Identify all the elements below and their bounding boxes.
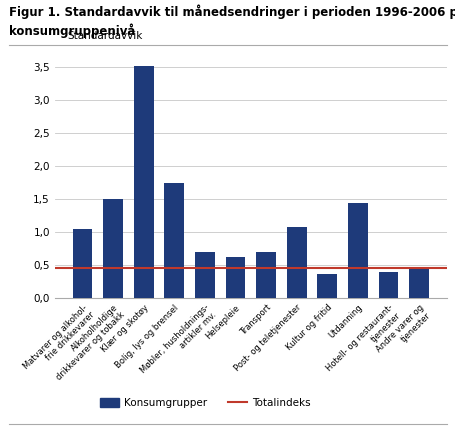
Bar <box>164 183 184 298</box>
Text: Standardavvik: Standardavvik <box>67 31 142 40</box>
Legend: Konsumgrupper, Totalindeks: Konsumgrupper, Totalindeks <box>96 394 314 412</box>
Bar <box>378 272 398 298</box>
Bar <box>286 227 306 298</box>
Bar <box>133 66 153 298</box>
Bar <box>225 256 245 298</box>
Bar <box>347 203 367 298</box>
Text: Figur 1. Standardavvik til månedsendringer i perioden 1996-2006 på: Figur 1. Standardavvik til månedsendring… <box>9 4 455 19</box>
Bar <box>195 252 214 298</box>
Bar <box>72 229 92 298</box>
Bar <box>408 267 428 298</box>
Bar <box>317 274 337 298</box>
Bar <box>103 199 123 298</box>
Bar <box>256 252 275 298</box>
Text: konsumgruppenivå: konsumgruppenivå <box>9 23 135 38</box>
